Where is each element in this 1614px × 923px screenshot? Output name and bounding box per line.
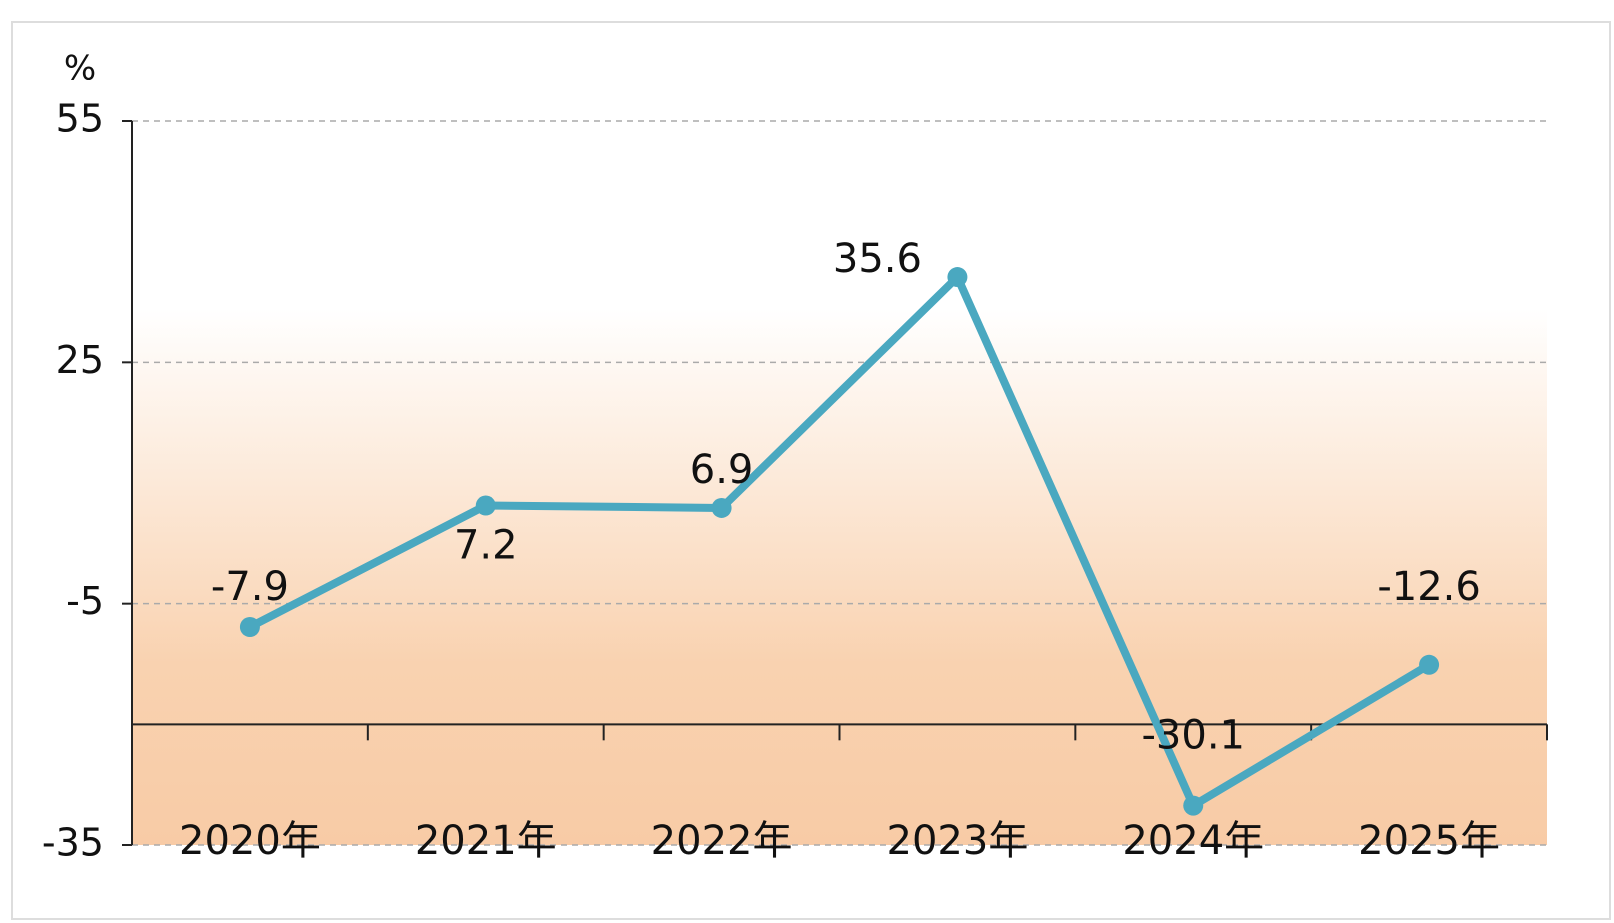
y-tick-label: -35 [42,821,104,865]
x-tick-label: 2025年 [1358,818,1500,864]
value-label: 6.9 [690,447,754,493]
x-tick-label: 2024年 [1122,818,1264,864]
value-label: 35.6 [833,236,922,282]
x-tick-label: 2021年 [415,818,557,864]
y-unit: % [64,49,96,89]
value-label: 7.2 [454,523,518,569]
value-label: -12.6 [1377,564,1481,610]
x-tick-label: 2022年 [651,818,793,864]
point [239,616,260,637]
value-label: -7.9 [211,564,289,610]
x-tick-label: 2023年 [887,818,1029,864]
value-label: -30.1 [1142,713,1246,759]
point [475,495,496,516]
point [1419,654,1440,675]
line [248,273,1432,810]
x-tick-label: 2020年 [179,818,321,864]
y-tick-label: -5 [66,579,104,623]
y-tick-label: 55 [56,97,104,141]
frame [11,21,1611,920]
point [1183,795,1204,816]
point [711,497,732,518]
y-tick-label: 25 [56,338,104,382]
point [947,267,968,288]
